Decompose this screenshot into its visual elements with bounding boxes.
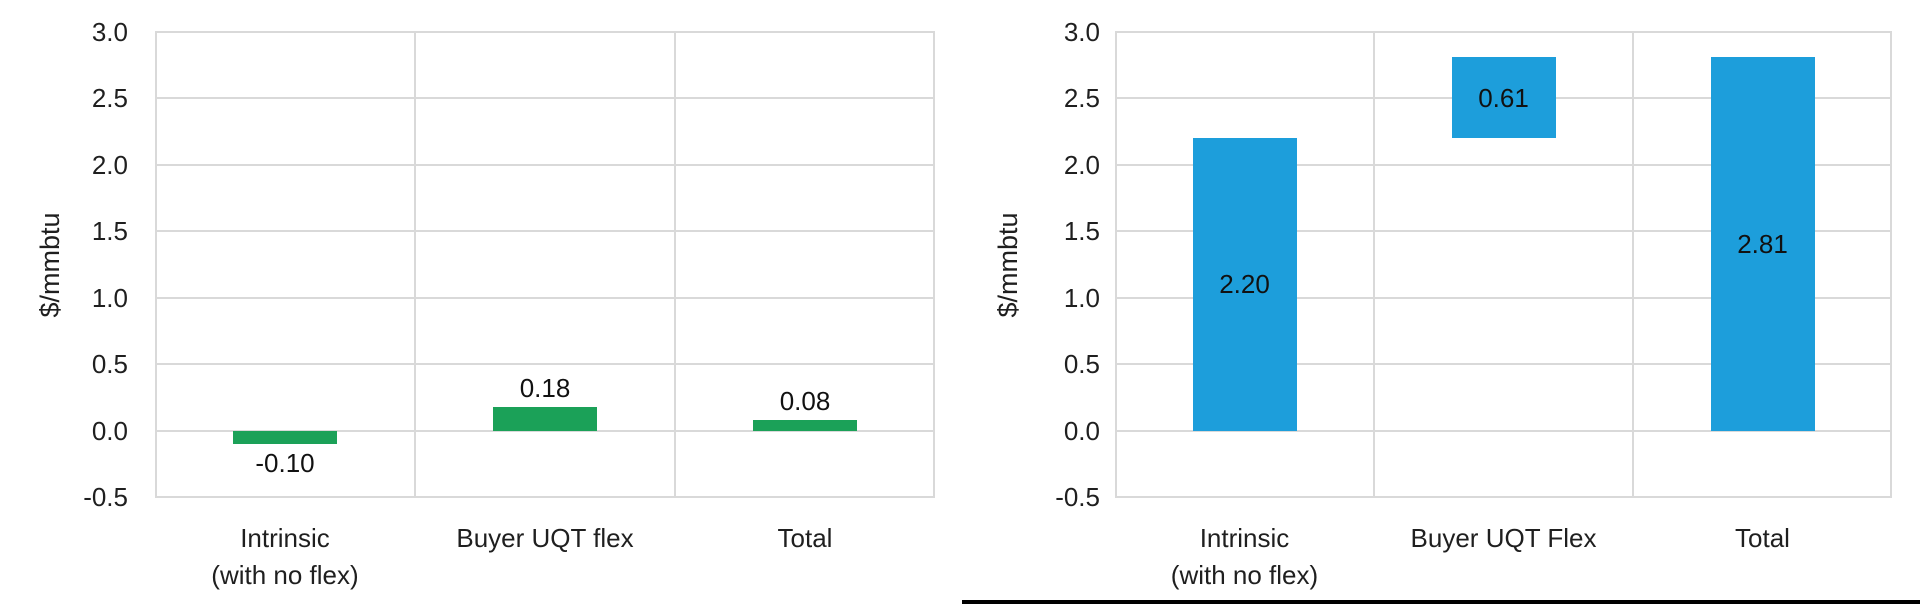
y-axis-tick-label: 0.0	[1063, 415, 1100, 446]
bar-value-label: 2.20	[1219, 269, 1270, 300]
category-label: Total	[665, 520, 945, 557]
category-label: Intrinsic (with no flex)	[1105, 520, 1385, 594]
category-label: Buyer UQT Flex	[1364, 520, 1644, 557]
y-axis-tick-label: 2.5	[91, 83, 128, 114]
bar-value-label: 2.81	[1737, 228, 1788, 259]
data-bar	[1192, 138, 1297, 431]
bar-value-label: 0.61	[1478, 82, 1529, 113]
horizontal-gridline	[1115, 363, 1892, 366]
vertical-gridline	[1115, 32, 1117, 497]
category-label-line: Buyer UQT Flex	[1410, 523, 1597, 553]
category-label-line: Total	[777, 523, 833, 553]
y-axis-tick-label: 2.5	[1063, 83, 1100, 114]
vertical-gridline	[1890, 32, 1892, 497]
y-axis-tick-label: -0.5	[83, 482, 128, 512]
category-label-line: Intrinsic	[1199, 523, 1290, 553]
y-axis-tick-label: 1.0	[91, 282, 128, 313]
horizontal-gridline	[1115, 31, 1892, 33]
category-label: Intrinsic (with no flex)	[145, 520, 425, 594]
plot-area	[1115, 31, 1892, 498]
y-axis-title: $/mmbtu	[993, 211, 1023, 318]
horizontal-gridline	[1115, 296, 1892, 299]
horizontal-gridline	[1115, 163, 1892, 166]
category-label-line: Intrinsic	[240, 523, 330, 553]
bar-value-label: 0.08	[779, 385, 831, 416]
y-axis-tick-label: 2.0	[91, 149, 128, 180]
horizontal-gridline	[155, 363, 935, 366]
horizontal-gridline	[155, 230, 935, 233]
y-axis-tick-label: 3.0	[1063, 17, 1100, 47]
y-axis-tick-label: 1.0	[1063, 282, 1100, 313]
category-label-line: (with no flex)	[211, 560, 359, 590]
bar-value-label: 0.18	[519, 372, 571, 403]
y-axis-tick-label: 2.0	[1063, 149, 1100, 180]
category-label-line: Total	[1735, 523, 1790, 553]
y-axis-tick-label: 3.0	[91, 17, 128, 47]
category-label: Total	[1623, 520, 1903, 557]
data-bar	[1451, 57, 1556, 139]
vertical-gridline	[1632, 32, 1634, 497]
data-bar	[753, 419, 857, 431]
category-label-line: (with no flex)	[1170, 560, 1319, 590]
bottom-border-line	[962, 600, 1920, 604]
vertical-gridline	[414, 32, 416, 497]
plot-area	[155, 31, 935, 498]
data-bar	[233, 430, 337, 444]
category-label: Buyer UQT flex	[405, 520, 685, 557]
horizontal-gridline	[155, 496, 935, 498]
bar-value-label: -0.10	[255, 447, 315, 478]
y-axis-tick-label: 0.5	[1063, 349, 1100, 380]
intrinsic-flex-bar-chart: 3.0 2.5 2.0 1.5 1.0 0.5 0.0 -0.5 -0.10 0.18 0.08 In…	[0, 0, 945, 607]
horizontal-gridline	[155, 31, 935, 33]
vertical-gridline	[674, 32, 676, 497]
horizontal-gridline	[1115, 496, 1892, 498]
horizontal-gridline	[155, 296, 935, 299]
data-bar	[493, 406, 597, 431]
vertical-gridline	[1373, 32, 1375, 497]
y-axis-tick-label: 1.5	[1063, 216, 1100, 247]
y-axis-title: $/mmbtu	[35, 211, 65, 318]
vertical-gridline	[933, 32, 935, 497]
horizontal-gridline	[155, 97, 935, 100]
data-bar	[1710, 57, 1815, 431]
horizontal-gridline	[1115, 429, 1892, 432]
y-axis-tick-label: 0.0	[91, 415, 128, 446]
y-axis-tick-label: 1.5	[91, 216, 128, 247]
horizontal-gridline	[155, 163, 935, 166]
vertical-gridline	[155, 32, 157, 497]
category-label-line: Buyer UQT flex	[456, 523, 634, 553]
y-axis-tick-label: -0.5	[1055, 482, 1100, 512]
price-waterfall-chart: 3.0 2.5 2.0 1.5 1.0 0.5 0.0 -0.5 2.20 0.61 2.81 Int…	[945, 0, 1920, 607]
horizontal-gridline	[1115, 230, 1892, 233]
horizontal-gridline	[155, 429, 935, 432]
y-axis-tick-label: 0.5	[91, 349, 128, 380]
